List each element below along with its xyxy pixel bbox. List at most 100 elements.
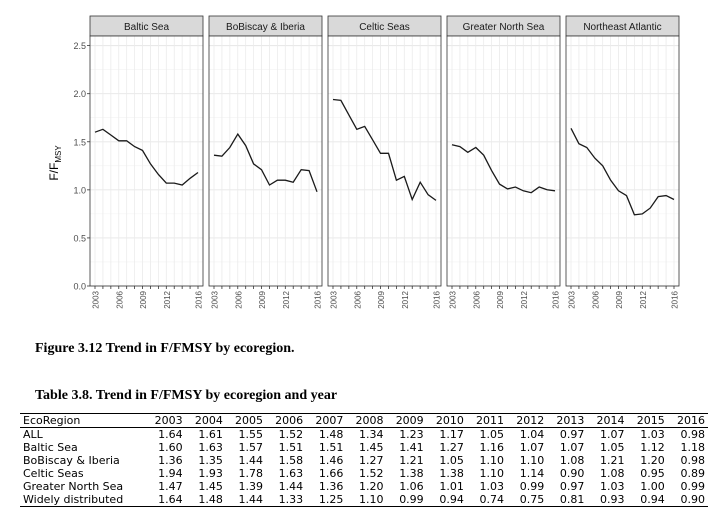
table-cell: 1.18 [680, 441, 706, 454]
table-cell: 1.03 [600, 480, 625, 493]
y-axis-title-main: F/F [47, 163, 61, 181]
y-axis-title-subscript: MSY [54, 145, 63, 163]
panel-title: Northeast Atlantic [583, 22, 661, 33]
table-cell: 0.99 [680, 480, 706, 493]
row-label: BoBiscay & Iberia [23, 454, 120, 467]
x-tick-label: 2003 [211, 290, 220, 308]
table-cell: 1.07 [519, 441, 545, 454]
table-cell: 1.20 [640, 454, 665, 467]
table-cell: 1.10 [519, 454, 545, 467]
table-cell: 1.36 [318, 480, 344, 493]
table-cell: 1.44 [225, 493, 266, 507]
x-tick-label: 2006 [353, 290, 362, 308]
column-header-year: 2008 [346, 413, 387, 428]
x-tick-label: 2009 [496, 290, 505, 308]
table-cell: 1.61 [198, 428, 223, 441]
y-tick-label: 1.5 [73, 137, 86, 147]
table-cell: 1.23 [399, 428, 424, 441]
table-cell: 1.05 [439, 454, 464, 467]
series-line [570, 128, 675, 216]
table-cell: 0.75 [507, 493, 548, 507]
series-line [451, 144, 556, 194]
x-tick-label: 2006 [234, 290, 243, 308]
x-tick-label: 2012 [401, 290, 410, 308]
x-tick-label: 2016 [552, 290, 561, 308]
table-cell: 0.97 [559, 428, 585, 441]
column-header-year: 2006 [266, 413, 307, 428]
y-tick-label: 1.0 [73, 185, 86, 195]
panel-frame [208, 35, 323, 287]
table-cell: 1.47 [158, 480, 183, 493]
table-cell: 1.08 [559, 454, 585, 467]
x-tick-label: 2012 [163, 290, 172, 308]
table-cell: 1.44 [238, 454, 264, 467]
panel-frame [327, 35, 442, 287]
table-cell: 1.52 [278, 428, 304, 441]
x-tick-label: 2003 [92, 290, 101, 308]
x-tick-label: 2012 [282, 290, 291, 308]
table-cell: 1.17 [439, 428, 464, 441]
table-cell: 1.78 [238, 467, 264, 480]
panel-northeast-atlantic: Northeast Atlantic 2003 2006 2009 2012 2016 [565, 15, 680, 309]
panel-frame [565, 35, 680, 287]
x-tick-label: 2012 [639, 290, 648, 308]
table-cell: 1.21 [399, 454, 424, 467]
table-cell: 0.94 [426, 493, 467, 507]
figure-caption: Figure 3.12 Trend in F/FMSY by ecoregion… [35, 341, 295, 356]
table-cell: 1.58 [278, 454, 304, 467]
table-cell: 1.21 [600, 454, 625, 467]
table-cell: 1.64 [145, 493, 186, 507]
x-tick-label: 2003 [568, 290, 577, 308]
table-cell: 1.38 [439, 467, 464, 480]
table-body: ALL 1.64 1.61 1.55 1.52 1.48 1.34 1.23 1.17 1.05 1… [20, 428, 708, 507]
panel-background [209, 36, 322, 286]
table-cell: 1.25 [306, 493, 347, 507]
table-cell: 1.00 [640, 480, 665, 493]
x-tick-label: 2009 [377, 290, 386, 308]
x-tick-label: 2003 [449, 290, 458, 308]
table-cell: 1.03 [640, 428, 665, 441]
column-header-year: 2011 [466, 413, 508, 428]
table-cell: 1.07 [600, 428, 625, 441]
table-cell: 0.81 [547, 493, 588, 507]
table-row: BoBiscay & Iberia 1.36 1.35 1.44 1.58 1.46 1.2… [20, 454, 708, 467]
column-header-year: 2007 [306, 413, 347, 428]
panel-title: Baltic Sea [124, 22, 169, 33]
panel-greater-north-sea: Greater North Sea 2003 2006 2009 2012 2016 [446, 15, 561, 309]
table-cell: 1.60 [158, 441, 183, 454]
table-cell: 1.10 [479, 454, 505, 467]
panel-frame [89, 35, 204, 287]
panel-title: Celtic Seas [359, 22, 410, 33]
table-cell: 1.63 [198, 441, 223, 454]
row-label: ALL [23, 428, 43, 441]
table-row: Baltic Sea 1.60 1.63 1.57 1.51 1.51 1.45 1.41 1.… [20, 441, 708, 454]
column-header-year: 2010 [426, 413, 467, 428]
series-line [332, 98, 437, 202]
table-cell: 1.01 [439, 480, 464, 493]
table-cell: 1.05 [479, 428, 505, 441]
column-header-year: 2009 [386, 413, 427, 428]
panel-background [447, 36, 560, 286]
x-tick-label: 2016 [433, 290, 442, 308]
table-cell: 1.07 [559, 441, 585, 454]
table-cell: 1.63 [278, 467, 304, 480]
column-header-year: 2016 [667, 413, 708, 428]
table-cell: 1.55 [238, 428, 264, 441]
x-tick-label: 2016 [314, 290, 323, 308]
table-cell: 1.35 [198, 454, 223, 467]
y-axis-label: F/FMSY [47, 145, 63, 181]
table-cell: 1.04 [519, 428, 545, 441]
column-header-year: 2013 [547, 413, 588, 428]
table-cell: 1.51 [278, 441, 304, 454]
table-cell: 1.27 [439, 441, 464, 454]
faceted-line-chart: F/FMSY 0.0 0.5 1.0 1.5 2.0 2.5 Baltic Sea 2003… [47, 15, 680, 309]
table-cell: 0.98 [680, 454, 706, 467]
column-header-year: 2014 [587, 413, 628, 428]
table-cell: 1.45 [359, 441, 384, 454]
x-tick-label: 2003 [330, 290, 339, 308]
table-row: Greater North Sea 1.47 1.45 1.39 1.44 1.36 1.2… [20, 480, 708, 493]
table-cell: 0.97 [559, 480, 585, 493]
panel-frame [446, 35, 561, 287]
column-header-year: 2004 [185, 413, 226, 428]
table-cell: 0.99 [386, 493, 427, 507]
